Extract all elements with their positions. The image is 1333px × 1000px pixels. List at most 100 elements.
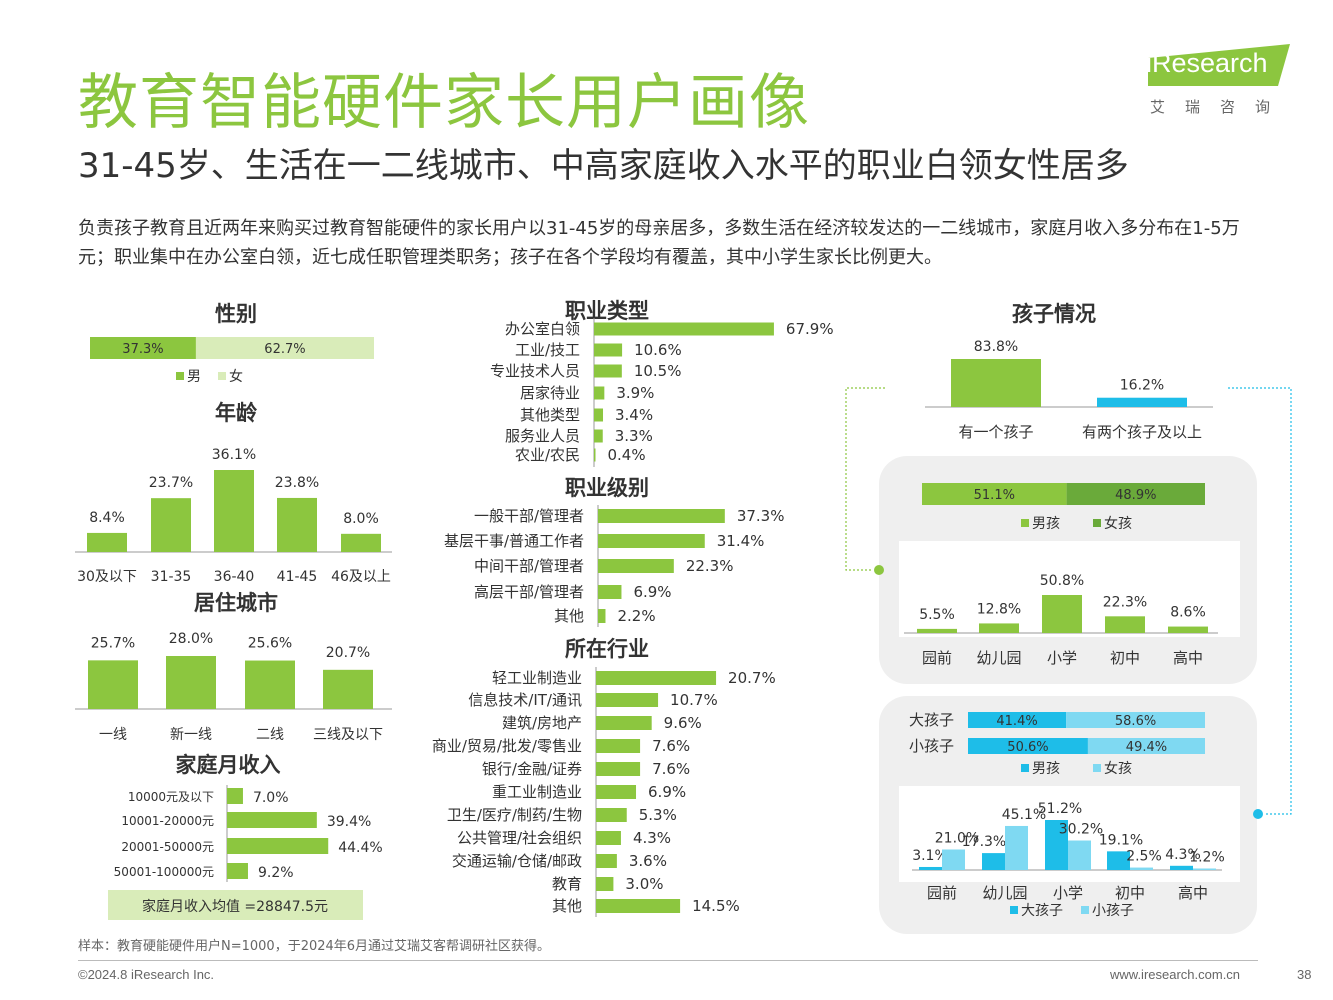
bar-industry	[596, 716, 652, 730]
legend-label-male: 男	[187, 369, 201, 385]
bar-occupation	[594, 386, 605, 400]
tick-industry: 公共管理/社会组织	[457, 829, 582, 847]
bar-income	[227, 812, 317, 828]
tick-two-child-stage: 初中	[1115, 884, 1145, 902]
label-two-child-girl: 58.6%	[1115, 714, 1156, 729]
legend-label-small-child: 小孩子	[1092, 903, 1134, 919]
tick-level: 基层干事/普通工作者	[444, 532, 584, 550]
website: www.iresearch.com.cn	[1110, 967, 1241, 982]
tick-industry: 重工业制造业	[492, 783, 582, 801]
page-subtitle: 31-45岁、生活在一二线城市、中高家庭收入水平的职业白领女性居多	[78, 146, 1129, 186]
label-age: 8.4%	[89, 510, 125, 526]
tick-two-child-gender: 小孩子	[909, 737, 954, 755]
bar-city	[245, 660, 295, 709]
tick-level: 其他	[554, 607, 584, 625]
label-industry: 9.6%	[664, 714, 702, 732]
label-two-child-stage: 17.3%	[962, 834, 1006, 850]
bar-gender-male	[90, 337, 196, 359]
label-one-child-stage: 50.8%	[1040, 573, 1084, 589]
tick-level: 高层干部/管理者	[474, 583, 584, 601]
chart-title-age: 年龄	[215, 401, 258, 425]
label-industry: 3.6%	[629, 852, 667, 870]
label-two-child-stage: 45.1%	[1002, 807, 1046, 823]
bar-one-child-stage	[979, 623, 1019, 633]
label-level: 2.2%	[617, 607, 655, 625]
legend-swatch-female	[218, 372, 226, 380]
bar-city	[88, 660, 138, 709]
bar-industry	[596, 693, 659, 707]
bar-age	[214, 470, 254, 552]
bar-kids	[1097, 397, 1187, 407]
label-income: 7.0%	[253, 790, 289, 806]
page-description: 负责孩子教育且近两年来购买过教育智能硬件的家长用户以31-45岁的母亲居多，多数…	[78, 218, 1240, 268]
label-kids: 83.8%	[974, 339, 1018, 355]
label-city: 25.7%	[91, 635, 135, 651]
label-income: 9.2%	[258, 865, 294, 881]
label-two-child-stage: 2.5%	[1126, 849, 1162, 865]
bar-gender-female	[195, 337, 374, 359]
tick-age: 36-40	[214, 569, 255, 585]
tick-industry: 信息技术/IT/通讯	[468, 691, 582, 709]
bar-level	[598, 559, 674, 573]
chart-title-level: 职业级别	[565, 476, 649, 500]
bar-occupation	[594, 429, 603, 443]
bar-occupation	[594, 408, 604, 422]
legend-swatch-big-child	[1010, 906, 1018, 914]
tick-age: 46及以上	[331, 569, 391, 585]
tick-one-child-stage: 高中	[1173, 649, 1203, 667]
label-occupation: 3.3%	[615, 427, 653, 445]
label-occupation: 0.4%	[608, 446, 646, 464]
copyright: ©2024.8 iResearch Inc.	[78, 967, 215, 982]
tick-city: 三线及以下	[313, 727, 383, 743]
bar-age	[87, 532, 127, 552]
bar-industry	[596, 854, 617, 868]
connector-two-children	[1228, 387, 1292, 815]
bar-level	[598, 609, 606, 623]
tick-city: 一线	[99, 727, 127, 743]
tick-age: 41-45	[277, 569, 318, 585]
label-two-child-stage: 51.2%	[1038, 801, 1082, 817]
label-industry: 7.6%	[652, 760, 690, 778]
tick-income: 10000元及以下	[128, 790, 214, 804]
bar-one-child-boy	[922, 483, 1067, 505]
bar-two-child-girl	[1066, 712, 1205, 728]
label-level: 31.4%	[717, 532, 765, 550]
tick-level: 一般干部/管理者	[474, 507, 584, 525]
bar-industry	[596, 899, 681, 913]
tick-occupation: 专业技术人员	[490, 362, 580, 380]
label-city: 28.0%	[169, 631, 213, 647]
bar-age	[277, 497, 317, 552]
legend-swatch-girl	[1093, 519, 1101, 527]
bar-occupation	[594, 343, 623, 357]
tick-industry: 商业/贸易/批发/零售业	[432, 737, 582, 755]
legend-swatch-boy	[1021, 519, 1029, 527]
connector-dot-one-child	[874, 565, 884, 575]
bar-industry	[596, 671, 717, 685]
bar-two-child-boy	[968, 712, 1067, 728]
legend-label-boy: 男孩	[1032, 516, 1060, 532]
tick-one-child-stage: 幼儿园	[976, 649, 1021, 667]
label-one-child-girl: 48.9%	[1115, 488, 1156, 503]
bar-two-child-girl	[1087, 738, 1205, 754]
footer-divider	[78, 960, 1258, 961]
tick-age: 31-35	[151, 569, 192, 585]
tick-occupation: 其他类型	[520, 406, 580, 424]
label-one-child-stage: 8.6%	[1170, 605, 1206, 621]
label-age: 8.0%	[343, 511, 379, 527]
label-two-child-stage: 19.1%	[1099, 832, 1143, 848]
bar-two-child-stage	[1170, 865, 1193, 870]
logo-cn: 艾瑞咨询	[1150, 98, 1291, 116]
tick-two-child-stage: 园前	[927, 884, 957, 902]
tick-two-child-gender: 大孩子	[909, 711, 954, 729]
label-industry: 4.3%	[633, 829, 671, 847]
bar-industry	[596, 877, 614, 891]
bar-industry	[596, 762, 641, 776]
tick-industry: 教育	[552, 875, 582, 893]
label-occupation: 10.5%	[634, 362, 682, 380]
label-age: 23.8%	[275, 475, 319, 491]
legend-label-two-boy: 男孩	[1032, 761, 1060, 777]
bar-level	[598, 585, 622, 599]
income-mean-box	[108, 890, 363, 920]
label-kids: 16.2%	[1120, 378, 1164, 394]
bar-two-child-stage	[919, 866, 942, 870]
